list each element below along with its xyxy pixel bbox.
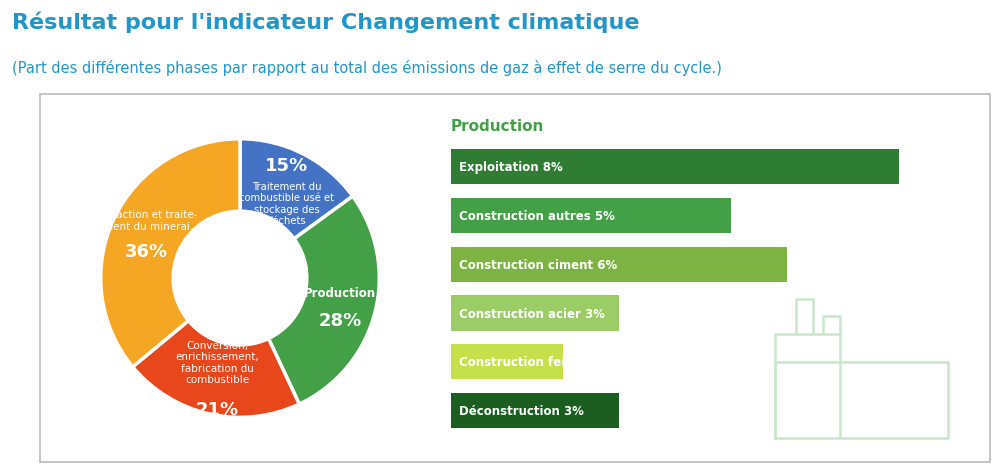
Text: Production: Production (451, 119, 544, 134)
Text: Traitement du
combustible usé et
stockage des
déchets: Traitement du combustible usé et stockag… (239, 181, 334, 226)
Bar (451, 247, 787, 282)
Text: 21%: 21% (196, 400, 239, 418)
Wedge shape (133, 321, 299, 417)
Bar (451, 296, 619, 331)
Bar (451, 198, 731, 234)
Text: Construction fer 2%: Construction fer 2% (459, 356, 591, 368)
Text: Déconstruction 3%: Déconstruction 3% (459, 404, 584, 417)
Text: (Part des différentes phases par rapport au total des émissions de gaz à effet d: (Part des différentes phases par rapport… (12, 60, 722, 76)
Bar (451, 150, 899, 185)
Text: Exploitation 8%: Exploitation 8% (459, 161, 563, 174)
Text: Production: Production (304, 287, 376, 299)
Text: Conversion,
enrichissement,
fabrication du
combustible: Conversion, enrichissement, fabrication … (176, 340, 259, 385)
Wedge shape (101, 139, 240, 367)
Text: Construction ciment 6%: Construction ciment 6% (459, 258, 617, 271)
Text: 36%: 36% (125, 242, 168, 260)
Text: Extraction et traite-
ment du minerai: Extraction et traite- ment du minerai (95, 210, 198, 231)
Bar (451, 345, 563, 379)
Text: 15%: 15% (265, 157, 308, 175)
Text: Résultat pour l'indicateur Changement climatique: Résultat pour l'indicateur Changement cl… (12, 12, 640, 33)
Text: Construction acier 3%: Construction acier 3% (459, 307, 605, 320)
Wedge shape (268, 197, 379, 404)
Wedge shape (240, 139, 353, 239)
Text: Construction autres 5%: Construction autres 5% (459, 209, 615, 223)
Text: 28%: 28% (318, 312, 361, 330)
Bar (451, 393, 619, 428)
